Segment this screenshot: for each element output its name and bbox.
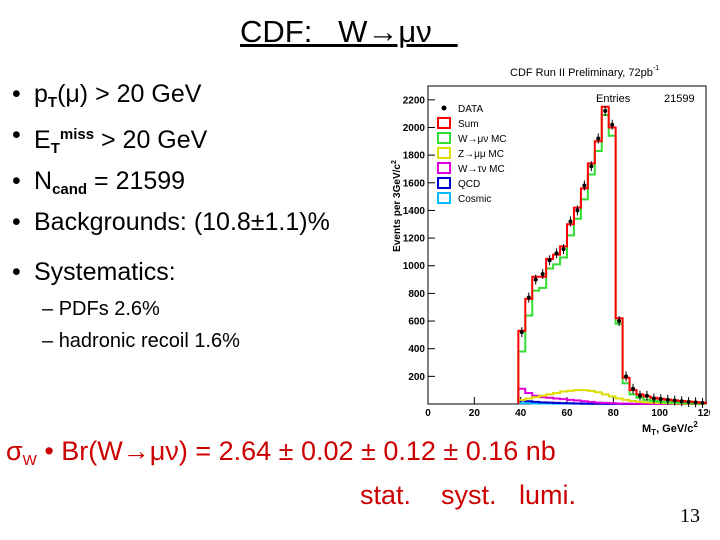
legend-label: Z→μμ MC [458, 149, 504, 160]
data-point [589, 164, 594, 169]
data-point [686, 399, 691, 404]
data-point [624, 374, 629, 379]
data-point [693, 400, 698, 405]
data-point [637, 393, 642, 398]
y-tick-label: 1400 [403, 206, 426, 217]
data-point [596, 136, 601, 141]
legend-label: W→τν MC [458, 164, 505, 175]
data-point [700, 400, 705, 405]
data-point [665, 397, 670, 402]
y-tick-label: 1800 [403, 151, 426, 162]
data-point [631, 386, 636, 391]
systematic-recoil: hadronic recoil 1.6% [42, 325, 240, 357]
chart-legend: DATA Sum W→μν MC Z→μμ MC W→τν MC QCD Cosmic [437, 104, 507, 205]
legend-swatch [437, 162, 451, 174]
legend-swatch [437, 192, 451, 204]
legend-label: QCD [458, 179, 480, 190]
legend-label: Cosmic [458, 194, 491, 205]
candidate-count: Ncand = 21599 [8, 165, 330, 206]
chart-data-points [519, 105, 705, 408]
x-tick-label: 80 [608, 408, 620, 419]
data-point [575, 208, 580, 213]
x-axis-label: MT, GeV/c2 [642, 420, 698, 437]
data-point [644, 393, 649, 398]
legend-label: Sum [458, 119, 479, 130]
x-tick-label: 20 [469, 408, 481, 419]
data-point [603, 108, 608, 113]
data-point [617, 319, 622, 324]
legend-swatch [437, 117, 451, 129]
systematics-list: PDFs 2.6% hadronic recoil 1.6% [8, 293, 240, 357]
backgrounds-fraction: Backgrounds: (10.8±1.1)% [8, 206, 330, 238]
data-point [568, 219, 573, 224]
selection-cuts-list: pT(μ) > 20 GeV ETmiss > 20 GeV Ncand = 2… [8, 78, 330, 238]
data-point [672, 398, 677, 403]
entries-value: 21599 [664, 93, 695, 105]
y-tick-label: 200 [408, 372, 425, 383]
y-tick-label: 1200 [403, 234, 426, 245]
x-tick-label: 100 [651, 408, 668, 419]
data-point [540, 272, 545, 277]
data-point [561, 247, 566, 252]
y-tick-label: 2000 [403, 123, 426, 134]
x-tick-label: 40 [515, 408, 527, 419]
legend-label: DATA [458, 104, 484, 115]
systematics-label: Systematics: [8, 258, 240, 287]
slide-title: CDF: W→μν [240, 14, 458, 49]
systematic-pdf: PDFs 2.6% [42, 293, 240, 325]
cross-section-result: σW • Br(W→μν) = 2.64 ± 0.02 ± 0.12 ± 0.1… [6, 436, 556, 469]
data-point [651, 396, 656, 401]
data-point [679, 399, 684, 404]
data-point [610, 122, 615, 127]
data-point [547, 258, 552, 263]
legend-swatch [437, 147, 451, 159]
chart-title: CDF Run II Preliminary, 72pb-1 [510, 65, 659, 79]
legend-swatch [437, 132, 451, 144]
x-tick-label: 60 [561, 408, 573, 419]
legend-marker-data [441, 105, 447, 111]
systematics-section: Systematics: PDFs 2.6% hadronic recoil 1… [8, 258, 240, 357]
missing-et-cut: ETmiss > 20 GeV [8, 119, 330, 165]
y-tick-label: 600 [408, 317, 425, 328]
uncertainty-labels: stat. syst. lumi. [360, 480, 577, 510]
x-tick-label: 0 [425, 408, 431, 419]
y-tick-label: 1000 [403, 261, 426, 272]
page-number: 13 [680, 505, 700, 527]
histogram-w-mc [517, 387, 706, 405]
y-axis-label: Events per 3GeV/c2 [391, 160, 403, 252]
histogram-sum [517, 105, 707, 404]
y-tick-label: 800 [408, 289, 425, 300]
mt-histogram: 2004006008001000120014001600180020002200… [391, 65, 710, 437]
muon-pt-cut: pT(μ) > 20 GeV [8, 78, 330, 119]
histogram-w-mc [517, 114, 707, 405]
y-tick-label: 1600 [403, 178, 426, 189]
y-tick-label: 400 [408, 344, 425, 355]
data-point [554, 251, 559, 256]
legend-swatch [437, 177, 451, 189]
data-point [519, 330, 524, 335]
data-point [658, 397, 663, 402]
x-tick-label: 120 [698, 408, 710, 419]
data-point [533, 277, 538, 282]
data-point [526, 295, 531, 300]
data-point [582, 183, 587, 188]
y-tick-label: 2200 [403, 95, 426, 106]
entries-label: Entries [596, 93, 631, 105]
chart-histograms [517, 105, 707, 405]
legend-label: W→μν MC [458, 134, 507, 145]
